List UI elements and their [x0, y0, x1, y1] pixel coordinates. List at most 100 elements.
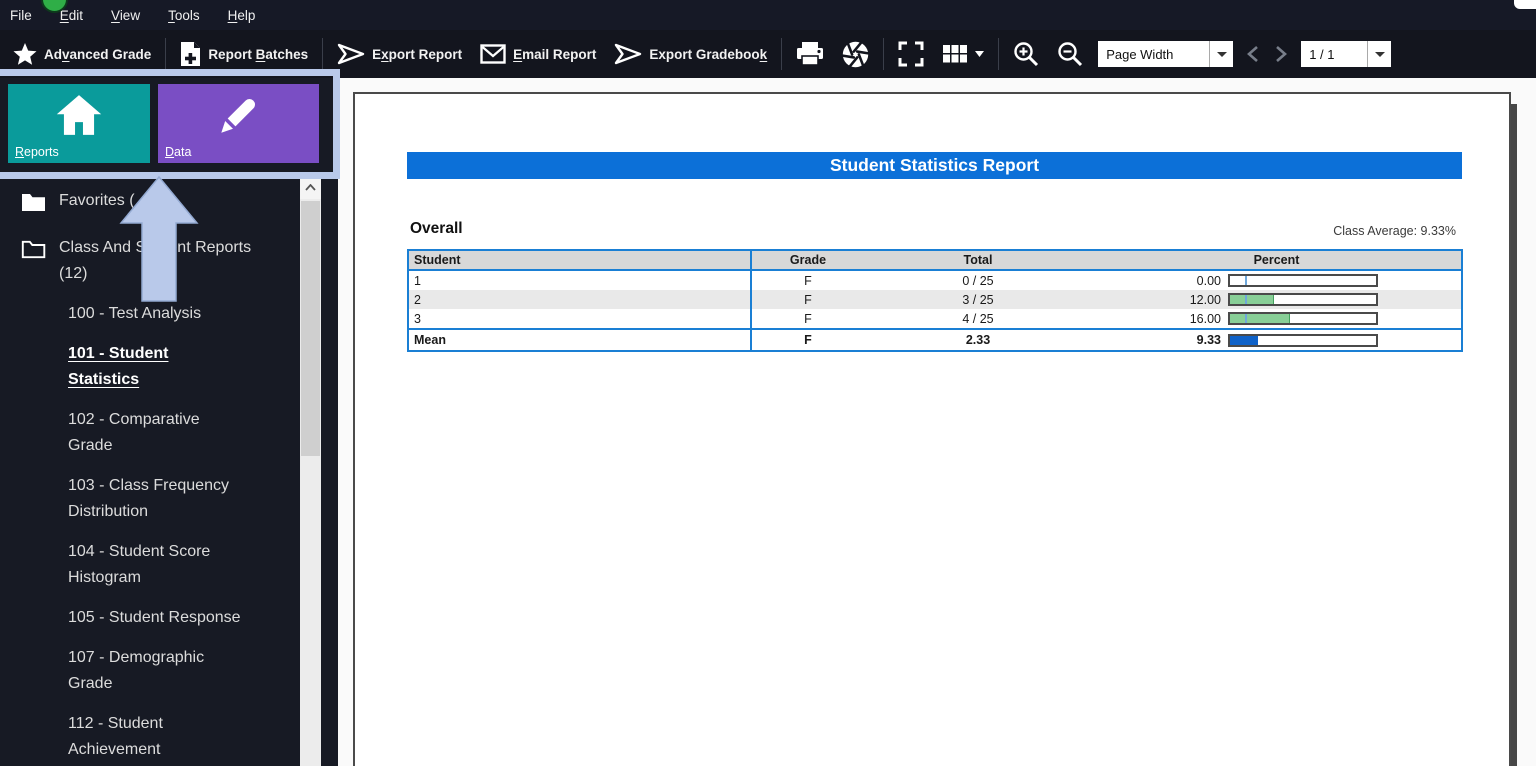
sidebar-item[interactable]: 104 - Student Score Histogram: [0, 539, 298, 591]
menu-help[interactable]: Help: [227, 7, 256, 23]
zoom-level-dropdown-button[interactable]: [1209, 41, 1233, 67]
sidebar-item[interactable]: 105 - Student Response: [0, 605, 298, 631]
sidebar-item[interactable]: Favorites (: [0, 188, 298, 221]
sidebar-item[interactable]: 112 - Student Achievement: [0, 711, 298, 763]
zoom-out-button[interactable]: [1048, 34, 1092, 74]
table-row: 3 F 4 / 25 16.00: [409, 309, 1461, 328]
snapshot-button[interactable]: [833, 34, 878, 74]
sidebar-item-label: 105 - Student Response: [68, 609, 241, 626]
sidebar-item[interactable]: Class And Student Reports (12): [0, 235, 298, 287]
sidebar-item-label: Favorites (: [59, 192, 135, 209]
column-header: Percent: [1253, 253, 1300, 267]
table-row: Mean F 2.33 9.33: [409, 328, 1461, 350]
document-plus-icon: [181, 42, 201, 66]
student-cell: Mean: [409, 330, 752, 350]
previous-page-button[interactable]: [1239, 45, 1267, 63]
reports-tile[interactable]: Reports: [8, 84, 150, 163]
pencil-icon: [220, 98, 255, 133]
print-button[interactable]: [787, 34, 833, 74]
export-report-button[interactable]: Export Report: [328, 34, 471, 74]
sidebar: Favorites ( Class And Student Reports (12)…: [0, 78, 338, 766]
fullscreen-button[interactable]: [889, 34, 933, 74]
grade-cell: F: [804, 333, 812, 347]
percent-cell: 0.00: [1092, 274, 1461, 288]
grid-icon: [943, 45, 968, 63]
advanced-grade-label: Advanced Grade: [44, 46, 152, 62]
page-indicator-dropdown-button[interactable]: [1367, 41, 1391, 67]
sidebar-item[interactable]: 100 - Test Analysis: [0, 301, 298, 327]
column-header: Student: [409, 251, 752, 269]
export-arrow-icon: [615, 43, 642, 65]
layout-grid-button[interactable]: [933, 34, 993, 74]
percent-bar: [1228, 274, 1378, 287]
menu-bar: File Edit View Tools Help: [0, 0, 1536, 30]
total-cell: 4 / 25: [962, 311, 994, 326]
toolbar-separator: [883, 38, 885, 70]
menu-file[interactable]: File: [10, 7, 32, 23]
percent-bar-fill: [1230, 335, 1258, 345]
percent-value: 16.00: [1189, 311, 1221, 326]
sidebar-item-label: 100 - Test Analysis: [68, 305, 202, 322]
fullscreen-icon: [898, 41, 924, 67]
report-page: Student Statistics Report Overall Class …: [353, 92, 1511, 766]
percent-bar-fill: [1230, 295, 1274, 304]
chevron-left-icon: [1247, 46, 1259, 62]
sidebar-item[interactable]: 107 - Demographic Grade: [0, 645, 298, 697]
folder-filled-icon: [21, 192, 46, 221]
toolbar-separator: [781, 38, 783, 70]
chevron-up-icon: [305, 184, 316, 191]
chevron-right-icon: [1276, 46, 1288, 62]
sidebar-item[interactable]: 101 - Student Statistics: [0, 341, 298, 393]
percent-cell: 12.00: [1092, 293, 1461, 307]
home-icon: [56, 95, 102, 135]
sidebar-item[interactable]: 103 - Class Frequency Distribution: [0, 473, 298, 525]
percent-value: 12.00: [1189, 292, 1221, 307]
table-row: 1 F 0 / 25 0.00: [409, 271, 1461, 290]
sidebar-item[interactable]: 102 - Comparative Grade: [0, 407, 298, 459]
export-report-label: Export Report: [372, 46, 463, 62]
star-icon: [13, 43, 37, 65]
folder-outline-icon: [21, 239, 46, 287]
menu-edit[interactable]: Edit: [59, 7, 84, 23]
page-indicator-select[interactable]: 1 / 1: [1301, 41, 1392, 67]
report-viewport: Student Statistics Report Overall Class …: [338, 78, 1536, 766]
zoom-out-icon: [1058, 42, 1083, 67]
envelope-icon: [480, 44, 506, 64]
percent-cell: 9.33: [1092, 333, 1461, 347]
zoom-level-select[interactable]: Page Width: [1098, 41, 1234, 67]
sidebar-item-label: 107 - Demographic Grade: [68, 649, 205, 692]
zoom-in-button[interactable]: [1004, 34, 1048, 74]
next-page-button[interactable]: [1267, 45, 1295, 63]
percent-value: 0.00: [1196, 273, 1221, 288]
student-cell: 1: [409, 271, 752, 290]
data-tile-label: Data: [165, 145, 192, 159]
menu-tools[interactable]: Tools: [168, 7, 200, 23]
class-average-marker: [1244, 276, 1247, 285]
reports-tile-label: Reports: [15, 145, 59, 159]
scrollbar-thumb[interactable]: [301, 201, 320, 456]
section-heading: Overall: [410, 220, 463, 237]
table-header-row: Student Grade Total Percent: [409, 251, 1461, 271]
page-indicator-value: 1 / 1: [1309, 46, 1335, 62]
export-arrow-icon: [337, 43, 365, 65]
sidebar-item-label: 101 - Student Statistics: [68, 345, 169, 388]
data-tile[interactable]: Data: [158, 84, 319, 163]
email-report-label: Email Report: [513, 46, 597, 62]
percent-bar: [1228, 333, 1378, 347]
toolbar-separator: [322, 38, 324, 70]
student-cell: 2: [409, 290, 752, 309]
printer-icon: [797, 42, 824, 66]
percent-bar: [1228, 293, 1378, 306]
toolbar-separator: [165, 38, 167, 70]
menu-view[interactable]: View: [111, 7, 141, 23]
advanced-grade-button[interactable]: Advanced Grade: [4, 34, 160, 74]
sidebar-item-label: 103 - Class Frequency Distribution: [68, 477, 229, 520]
sidebar-scrollbar[interactable]: [300, 176, 321, 766]
report-batches-button[interactable]: Report Batches: [171, 34, 317, 74]
scrollbar-up-button[interactable]: [300, 176, 321, 199]
percent-bar-fill: [1230, 314, 1290, 323]
email-report-button[interactable]: Email Report: [471, 34, 605, 74]
export-gradebook-button[interactable]: Export Gradebook: [605, 34, 776, 74]
sidebar-item-label: Class And Student Reports (12): [59, 239, 252, 282]
toolbar-separator: [998, 38, 1000, 70]
